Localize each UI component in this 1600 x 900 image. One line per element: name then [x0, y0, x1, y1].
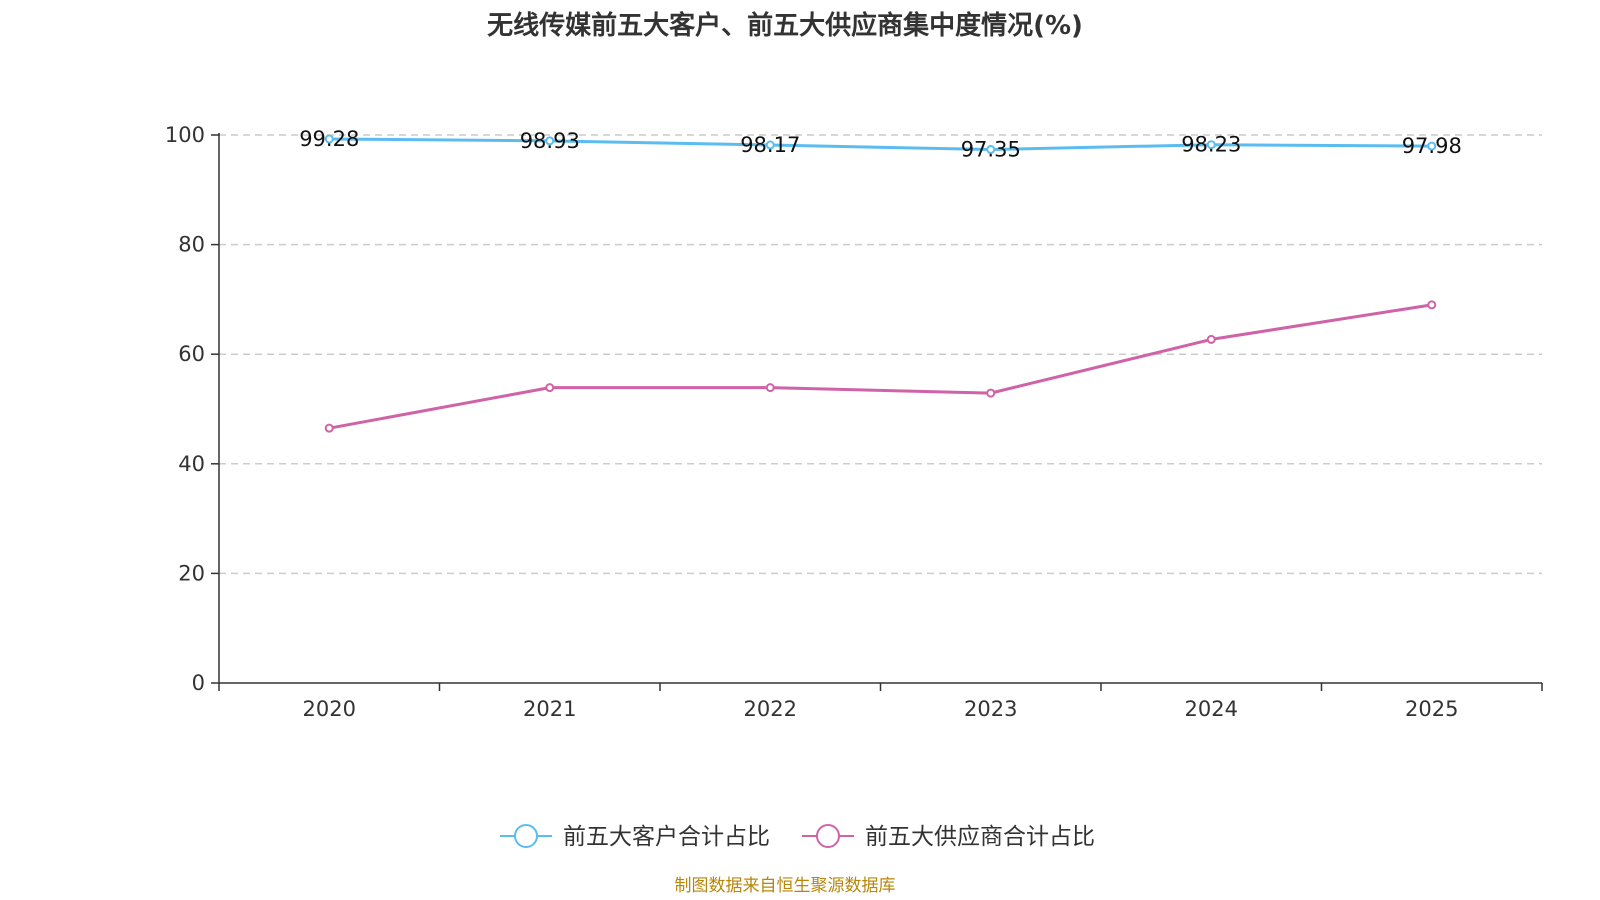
legend-item-customers[interactable]: 前五大客户合计占比: [500, 824, 770, 850]
data-label-2025: 97.98: [1402, 134, 1462, 158]
legend-suppliers-marker: [816, 824, 840, 848]
series: [324, 134, 1437, 433]
series-line-0: [329, 137, 1432, 152]
data-point-0-2023[interactable]: [986, 145, 996, 155]
y-tick-label: 60: [178, 342, 205, 366]
data-label-2021: 98.93: [520, 129, 580, 153]
legend-customers-marker: [514, 824, 538, 848]
x-tick-label: 2020: [303, 697, 356, 721]
y-tick-label: 80: [178, 233, 205, 257]
axes: 0 20 40 60 80 100 2020 2021 2022 2023 2024 2025: [165, 123, 1543, 721]
series-line-1: [328, 303, 1432, 430]
legend[interactable]: 前五大客户合计占比 前五大供应商合计占比: [500, 824, 1095, 850]
legend-suppliers-label: 前五大供应商合计占比: [865, 824, 1095, 850]
data-point-0-2020[interactable]: [324, 134, 334, 144]
data-point-1-2022[interactable]: [765, 383, 775, 393]
data-point-0-2024[interactable]: [1206, 140, 1216, 150]
data-label-2020: 99.28: [299, 127, 359, 151]
legend-customers-label: 前五大客户合计占比: [563, 824, 770, 850]
data-label-2022: 98.17: [740, 133, 800, 157]
y-tick-label: 40: [178, 452, 205, 476]
data-point-0-2022[interactable]: [765, 140, 775, 150]
data-label-2024: 98.23: [1181, 133, 1241, 157]
data-point-0-2021[interactable]: [545, 136, 555, 146]
data-point-1-2021[interactable]: [545, 383, 555, 393]
source-note: 制图数据来自恒生聚源数据库: [675, 876, 896, 896]
data-point-1-2023[interactable]: [986, 388, 996, 398]
x-tick-label: 2025: [1405, 697, 1458, 721]
data-point-1-2025[interactable]: [1427, 300, 1437, 310]
x-tick-label: 2021: [523, 697, 576, 721]
x-tick-label: 2023: [964, 697, 1017, 721]
legend-item-suppliers[interactable]: 前五大供应商合计占比: [802, 824, 1095, 850]
data-point-1-2024[interactable]: [1206, 334, 1216, 344]
chart-title: 无线传媒前五大客户、前五大供应商集中度情况(%): [487, 10, 1083, 41]
data-label-2023: 97.35: [961, 138, 1021, 162]
y-tick-label: 0: [192, 671, 205, 695]
data-labels: 99.28 98.93 98.17 97.35 98.23 97.98: [299, 127, 1462, 162]
x-tick-label: 2024: [1185, 697, 1238, 721]
data-point-0-2025[interactable]: [1427, 141, 1437, 151]
data-point-1-2020[interactable]: [324, 423, 334, 433]
grid-lines: [219, 134, 1542, 575]
y-tick-label: 20: [178, 561, 205, 585]
y-tick-label: 100: [165, 123, 205, 147]
x-tick-label: 2022: [744, 697, 797, 721]
